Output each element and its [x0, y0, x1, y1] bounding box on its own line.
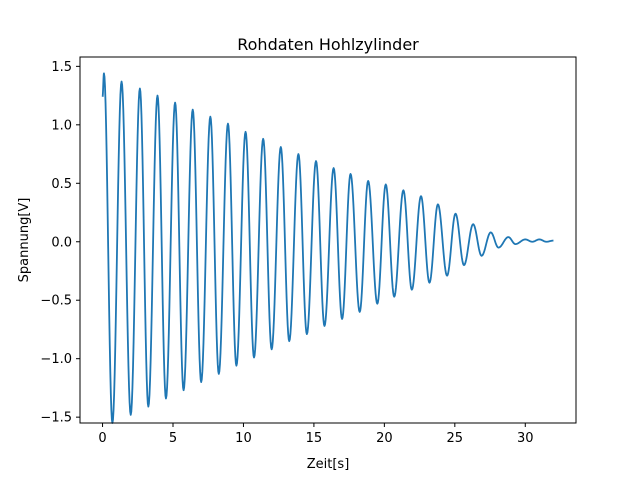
x-tick-label: 15: [306, 431, 323, 446]
x-tick-label: 20: [376, 431, 393, 446]
plot-frame: [79, 56, 577, 424]
axis-ticks: 0 5 10 15 20 25 30 −1.5 −1.0 −0.5 0.0 0.5 1.0 1.5: [40, 60, 533, 446]
y-tick-label: 0.0: [51, 235, 72, 250]
x-tick-label: 5: [169, 431, 177, 446]
x-tick-label: 10: [235, 431, 252, 446]
y-tick-label: −1.0: [40, 352, 72, 367]
chart-title: Rohdaten Hohlzylinder: [237, 35, 419, 54]
series-line: [101, 72, 554, 424]
y-tick-label: −0.5: [40, 294, 72, 309]
y-tick-label: −1.5: [40, 411, 72, 426]
y-tick-label: 1.0: [51, 118, 72, 133]
x-tick-label: 25: [447, 431, 464, 446]
y-tick-label: 1.5: [51, 60, 72, 75]
x-axis-label: Zeit[s]: [307, 457, 350, 472]
x-tick-label: 0: [98, 431, 106, 446]
y-tick-label: 0.5: [51, 177, 72, 192]
y-axis-label: Spannung[V]: [17, 198, 32, 283]
x-tick-label: 30: [517, 431, 534, 446]
